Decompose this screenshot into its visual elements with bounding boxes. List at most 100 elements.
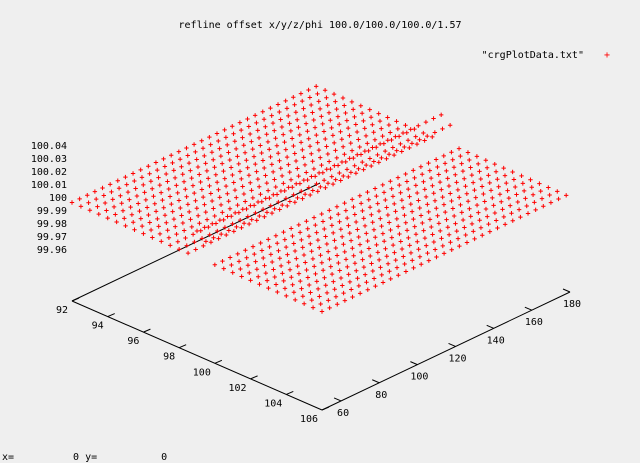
data-point <box>375 201 380 206</box>
data-point <box>203 239 209 244</box>
data-point <box>430 134 435 140</box>
data-point <box>331 279 336 284</box>
data-point <box>122 216 127 221</box>
data-point <box>327 305 332 311</box>
data-point <box>114 219 119 225</box>
data-point <box>197 221 202 226</box>
data-point <box>291 95 296 100</box>
data-point <box>227 206 233 211</box>
data-point <box>136 201 141 206</box>
data-point <box>450 206 456 211</box>
data-point <box>300 293 306 299</box>
data-point <box>326 159 332 164</box>
data-point <box>314 181 319 187</box>
data-point <box>273 282 279 287</box>
data-point <box>190 232 196 237</box>
data-point <box>193 149 198 155</box>
y-tick-label: 180 <box>563 299 581 310</box>
data-point <box>421 130 426 136</box>
data-point <box>524 203 529 209</box>
data-point <box>325 103 330 108</box>
data-point <box>300 196 305 201</box>
data-point <box>336 260 341 266</box>
data-point <box>309 297 314 303</box>
data-point <box>403 269 409 274</box>
data-point <box>125 189 131 195</box>
data-point <box>447 123 453 128</box>
data-point <box>248 180 253 186</box>
data-point <box>395 224 401 229</box>
data-point <box>312 174 318 179</box>
data-point <box>459 210 464 215</box>
data-point <box>342 249 347 255</box>
data-point <box>236 259 242 264</box>
data-point <box>312 125 318 130</box>
data-point <box>250 244 256 249</box>
data-point <box>203 209 208 215</box>
data-point <box>333 294 339 299</box>
data-point <box>477 218 482 223</box>
data-point <box>268 203 273 208</box>
data-point <box>201 243 206 249</box>
data-point <box>85 193 90 198</box>
data-point <box>338 129 343 134</box>
data-point <box>323 234 328 239</box>
data-point <box>291 192 296 197</box>
data-point <box>183 235 188 241</box>
data-point <box>297 132 302 138</box>
data-point <box>147 220 152 225</box>
data-point <box>326 110 332 115</box>
data-point <box>310 110 315 115</box>
data-point <box>133 186 138 191</box>
data-point <box>317 294 322 299</box>
data-point <box>343 257 349 262</box>
data-point <box>101 193 107 198</box>
data-point <box>463 232 468 238</box>
data-point <box>431 191 436 196</box>
data-point <box>331 140 337 146</box>
data-point <box>185 153 190 158</box>
data-point <box>370 145 375 150</box>
data-point <box>211 235 216 240</box>
data-point <box>308 241 313 246</box>
data-point <box>286 162 291 167</box>
data-point <box>386 152 392 157</box>
data-point <box>345 125 351 131</box>
data-point <box>128 204 133 210</box>
data-point <box>319 260 325 265</box>
data-point <box>504 180 509 186</box>
data-point <box>292 248 298 254</box>
data-point <box>438 112 444 118</box>
data-point <box>449 247 454 252</box>
data-point <box>332 238 337 243</box>
data-point <box>193 198 198 203</box>
data-point <box>174 231 179 237</box>
data-point <box>241 142 246 148</box>
data-point <box>207 134 212 140</box>
axis-line-1 <box>321 291 571 411</box>
data-point <box>308 102 314 108</box>
data-point <box>183 187 188 192</box>
data-point <box>457 243 462 249</box>
data-point <box>148 179 154 184</box>
data-point <box>376 257 382 263</box>
data-point <box>424 243 429 248</box>
data-point <box>294 256 299 261</box>
data-point <box>131 220 136 225</box>
data-point <box>417 254 423 259</box>
data-point <box>410 258 415 263</box>
data-point <box>359 111 365 116</box>
data-point <box>234 224 239 230</box>
data-point <box>208 142 213 147</box>
data-point <box>296 173 301 179</box>
data-point <box>328 215 333 221</box>
data-point <box>194 228 200 234</box>
data-point <box>389 137 394 143</box>
data-point <box>216 138 221 144</box>
data-point <box>275 289 280 295</box>
data-point <box>320 268 326 273</box>
data-point <box>371 159 377 164</box>
x-tick-7 <box>321 406 330 411</box>
data-point <box>235 154 240 159</box>
data-point <box>232 187 238 193</box>
